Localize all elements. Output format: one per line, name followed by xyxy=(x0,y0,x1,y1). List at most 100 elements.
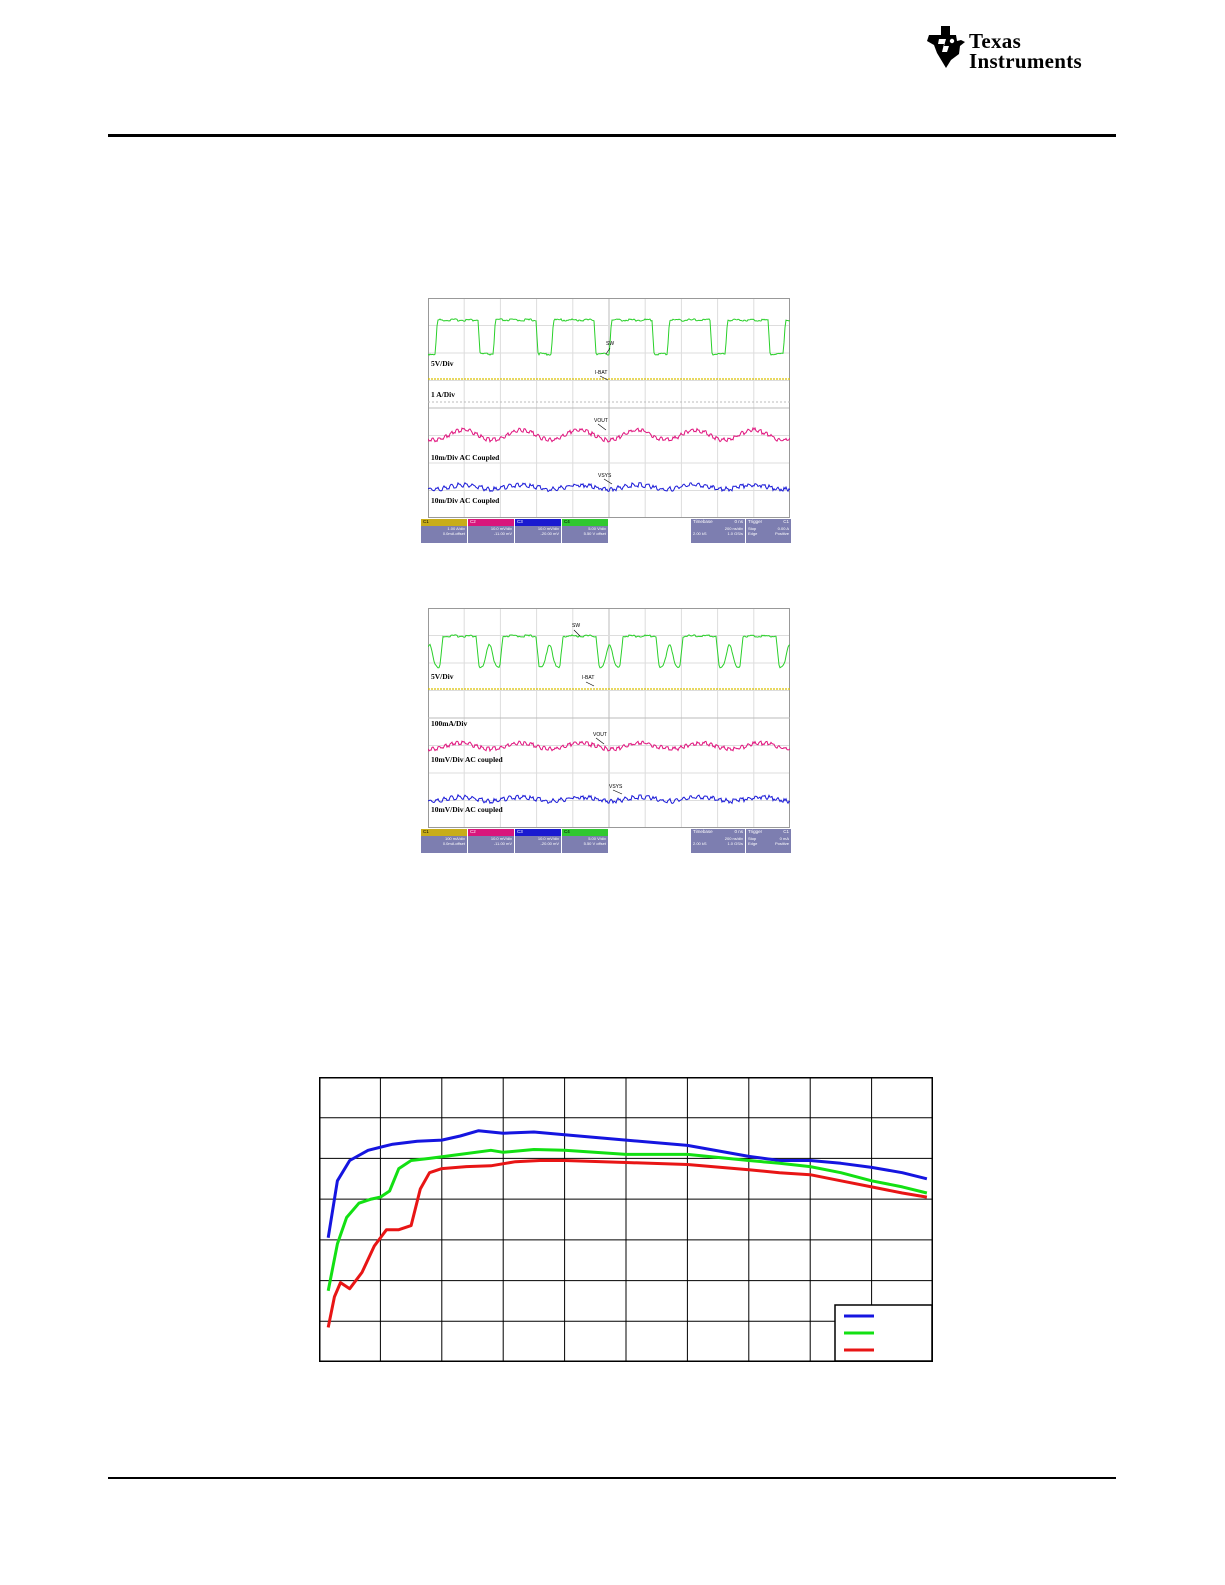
timebase-samples: 2.00 kS xyxy=(693,531,707,536)
trigger-source: C1 xyxy=(783,829,789,834)
c2-id: C2 xyxy=(468,519,514,526)
trigger-panel: Trigger C1 Stop 0.00 A Edge Positive xyxy=(746,519,791,543)
vout-annotation: VOUT xyxy=(593,732,607,738)
c1-id: C1 xyxy=(421,519,467,526)
c3-scale: 10.0 mV/div xyxy=(537,526,559,531)
c3-id: C3 xyxy=(515,519,561,526)
timebase-samples: 2.00 kS xyxy=(693,841,707,846)
header-rule xyxy=(108,134,1116,137)
c2-scale-label: 10m/Div AC Coupled xyxy=(431,453,500,462)
timebase-value: 0 ns xyxy=(734,829,743,834)
vout-trace xyxy=(428,740,790,753)
vout-annotation: VOUT xyxy=(594,418,608,424)
c1-scale-label: 1 A/Div xyxy=(431,390,455,399)
trigger-mode: Stop xyxy=(748,836,757,841)
sw-trace xyxy=(428,634,790,669)
c3-scale-label: 10mV/Div AC coupled xyxy=(431,805,503,814)
scope-waveforms xyxy=(428,629,790,805)
trigger-level: 0.00 A xyxy=(777,526,789,531)
footer-rule xyxy=(108,1477,1116,1479)
scope-status-panel: C1 1.00 A/div 0.0mA offset C2 10.0 mV/div -1… xyxy=(421,519,797,543)
timebase-label: Timebase xyxy=(693,519,713,524)
c1-id: C1 xyxy=(421,829,467,836)
plot-frame xyxy=(319,1077,933,1362)
c2-offset: -11.00 mV xyxy=(493,531,512,536)
ti-logo-line1: Texas xyxy=(969,29,1022,53)
c3-offset: -20.00 mV xyxy=(540,841,559,846)
ibat-annotation: I-BAT xyxy=(595,370,608,376)
trigger-type: Edge xyxy=(748,531,758,536)
vsys-annotation: VSYS xyxy=(609,784,623,790)
c4-scale-label: 5V/Div xyxy=(431,672,454,681)
timebase-panel: Timebase 0 ns 200 ns/div 2.00 kS 1.0 GS/s xyxy=(691,829,745,853)
trigger-mode: Stop xyxy=(748,526,757,531)
scope-capture-2: 5V/Div 100mA/Div 10mV/Div AC coupled 10m… xyxy=(421,605,791,853)
series-line-2 xyxy=(326,1148,928,1292)
vout-trace xyxy=(428,426,790,443)
sw-annotation: SW xyxy=(572,623,581,629)
scope-grid: 5V/Div 100mA/Div 10mV/Div AC coupled 10m… xyxy=(428,608,790,828)
trigger-label: Trigger xyxy=(748,519,763,524)
c3-panel: C3 10.0 mV/div -20.00 mV xyxy=(515,519,561,543)
c4-id: C4 xyxy=(562,829,608,836)
sw-annotation: SW xyxy=(606,341,615,347)
trigger-slope: Positive xyxy=(774,531,789,536)
c2-offset: -11.00 mV xyxy=(493,841,512,846)
ti-logo-line2: Instruments xyxy=(969,49,1082,73)
c1-scale: 100 mA/div xyxy=(444,836,465,841)
c2-panel: C2 10.0 mV/div -11.00 mV xyxy=(468,829,514,853)
c2-id: C2 xyxy=(468,829,514,836)
trigger-slope: Positive xyxy=(774,841,789,846)
c3-offset: -20.00 mV xyxy=(540,531,559,536)
scope-grid: 5V/Div 1 A/Div 10m/Div AC Coupled 10m/Di… xyxy=(428,298,790,518)
scope-status-panel: C1 100 mA/div 0.0mA offset C2 10.0 mV/div -1… xyxy=(421,829,797,853)
c3-id: C3 xyxy=(515,829,561,836)
timebase-value: 0 ns xyxy=(734,519,743,524)
scope-capture-1: 5V/Div 1 A/Div 10m/Div AC Coupled 10m/Di… xyxy=(421,295,791,543)
c1-offset: 0.0mA offset xyxy=(442,841,465,846)
trigger-source: C1 xyxy=(783,519,789,524)
c1-panel: C1 100 mA/div 0.0mA offset xyxy=(421,829,467,853)
timebase-rate: 1.0 GS/s xyxy=(727,841,743,846)
c3-scale-label: 10m/Div AC Coupled xyxy=(431,496,500,505)
series-line-3 xyxy=(326,1159,928,1328)
efficiency-chart xyxy=(318,1076,934,1363)
c3-scale: 10.0 mV/div xyxy=(537,836,559,841)
c2-scale-label: 10mV/Div AC coupled xyxy=(431,755,503,764)
timebase-label: Timebase xyxy=(693,829,713,834)
c2-scale: 10.0 mV/div xyxy=(490,526,512,531)
ti-state-icon xyxy=(927,26,965,68)
trigger-type: Edge xyxy=(748,841,758,846)
timebase-scale: 200 ns/div xyxy=(724,526,743,531)
c4-panel: C4 5.00 V/div 5.50 V offset xyxy=(562,519,608,543)
vsys-trace xyxy=(428,793,790,805)
ibat-annotation: I-BAT xyxy=(582,675,595,681)
vsys-annotation: VSYS xyxy=(598,473,612,479)
c4-offset: 5.50 V offset xyxy=(583,531,606,536)
c1-scale: 1.00 A/div xyxy=(447,526,465,531)
c4-offset: 5.50 V offset xyxy=(583,841,606,846)
c4-panel: C4 5.00 V/div 5.50 V offset xyxy=(562,829,608,853)
c2-panel: C2 10.0 mV/div -11.00 mV xyxy=(468,519,514,543)
trigger-label: Trigger xyxy=(748,829,763,834)
c1-panel: C1 1.00 A/div 0.0mA offset xyxy=(421,519,467,543)
c4-scale-label: 5V/Div xyxy=(431,359,454,368)
timebase-panel: Timebase 0 ns 200 ns/div 2.00 kS 1.0 GS/s xyxy=(691,519,745,543)
c3-panel: C3 10.0 mV/div -20.00 mV xyxy=(515,829,561,853)
c2-scale: 10.0 mV/div xyxy=(490,836,512,841)
trigger-panel: Trigger C1 Stop 0 mA Edge Positive xyxy=(746,829,791,853)
timebase-scale: 200 ns/div xyxy=(724,836,743,841)
c4-scale: 5.00 V/div xyxy=(588,836,606,841)
efficiency-chart-svg xyxy=(318,1076,934,1363)
scope-waveforms xyxy=(428,317,790,493)
c1-scale-label: 100mA/Div xyxy=(431,719,468,728)
sw-trace xyxy=(428,317,790,357)
ti-logo: Texas Instruments xyxy=(925,24,1115,74)
vsys-trace xyxy=(428,481,790,493)
series-line-1 xyxy=(326,1129,928,1239)
c1-offset: 0.0mA offset xyxy=(442,531,465,536)
timebase-rate: 1.0 GS/s xyxy=(727,531,743,536)
c4-scale: 5.00 V/div xyxy=(588,526,606,531)
trigger-level: 0 mA xyxy=(779,836,789,841)
c4-id: C4 xyxy=(562,519,608,526)
